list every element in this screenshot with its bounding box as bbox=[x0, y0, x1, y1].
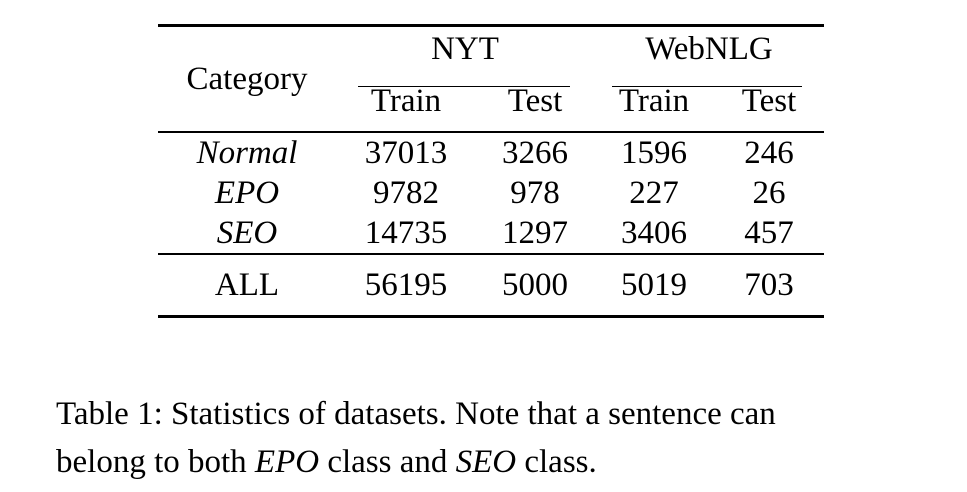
cell-value: 457 bbox=[744, 215, 794, 251]
total-row: ALL 56195 5000 5019 703 bbox=[158, 254, 824, 317]
table-row: SEO 14735 1297 3406 457 bbox=[158, 213, 824, 254]
caption-text-1: Statistics of datasets. Note that a sent… bbox=[162, 396, 776, 432]
statistics-table: Category NYT WebNLG Train Test Train Tes… bbox=[158, 24, 824, 318]
cell-value: 37013 bbox=[364, 135, 448, 171]
row-category: SEO bbox=[216, 215, 278, 251]
cell-value: 14735 bbox=[364, 215, 448, 251]
caption-line-2: belong to both EPO class and SEO class. bbox=[56, 438, 936, 486]
total-value: 5000 bbox=[502, 267, 568, 303]
table-row: Normal 37013 3266 1596 246 bbox=[158, 132, 824, 173]
cell-value: 26 bbox=[752, 175, 786, 211]
table-row: EPO 9782 978 227 26 bbox=[158, 173, 824, 213]
webnlg-group-rule bbox=[612, 86, 802, 87]
caption-text-2: belong to both bbox=[56, 444, 255, 480]
row-category: EPO bbox=[214, 175, 280, 211]
subheader-row: Train Test Train Test bbox=[158, 71, 824, 132]
total-value: 5019 bbox=[621, 267, 687, 303]
group-header-webnlg: WebNLG bbox=[645, 31, 773, 67]
cell-value: 3266 bbox=[502, 135, 568, 171]
subheader-nyt-test: Test bbox=[507, 83, 563, 119]
category-header: Category bbox=[186, 61, 308, 97]
cell-value: 978 bbox=[510, 175, 560, 211]
caption-text-4: class. bbox=[516, 444, 597, 480]
caption-text-3: class and bbox=[319, 444, 456, 480]
caption-seo: SEO bbox=[455, 444, 517, 480]
cell-value: 1297 bbox=[502, 215, 568, 251]
caption-line-1: Table 1: Statistics of datasets. Note th… bbox=[56, 390, 936, 438]
subheader-nyt-train: Train bbox=[370, 83, 442, 119]
caption-epo: EPO bbox=[254, 444, 320, 480]
cell-value: 227 bbox=[629, 175, 679, 211]
caption-label: Table 1: bbox=[56, 396, 163, 432]
nyt-group-rule bbox=[358, 86, 570, 87]
cell-value: 3406 bbox=[621, 215, 687, 251]
cell-value: 246 bbox=[744, 135, 794, 171]
group-header-nyt: NYT bbox=[431, 31, 499, 67]
group-header-row: Category NYT WebNLG bbox=[158, 26, 824, 97]
total-category: ALL bbox=[214, 267, 280, 303]
cell-value: 1596 bbox=[621, 135, 687, 171]
cell-value: 9782 bbox=[373, 175, 439, 211]
total-value: 56195 bbox=[364, 267, 448, 303]
row-category: Normal bbox=[196, 135, 298, 171]
total-value: 703 bbox=[744, 267, 794, 303]
table-caption: Table 1: Statistics of datasets. Note th… bbox=[56, 390, 936, 486]
subheader-webnlg-test: Test bbox=[741, 83, 797, 119]
table-container: Category NYT WebNLG Train Test Train Tes… bbox=[158, 24, 824, 318]
subheader-webnlg-train: Train bbox=[618, 83, 690, 119]
